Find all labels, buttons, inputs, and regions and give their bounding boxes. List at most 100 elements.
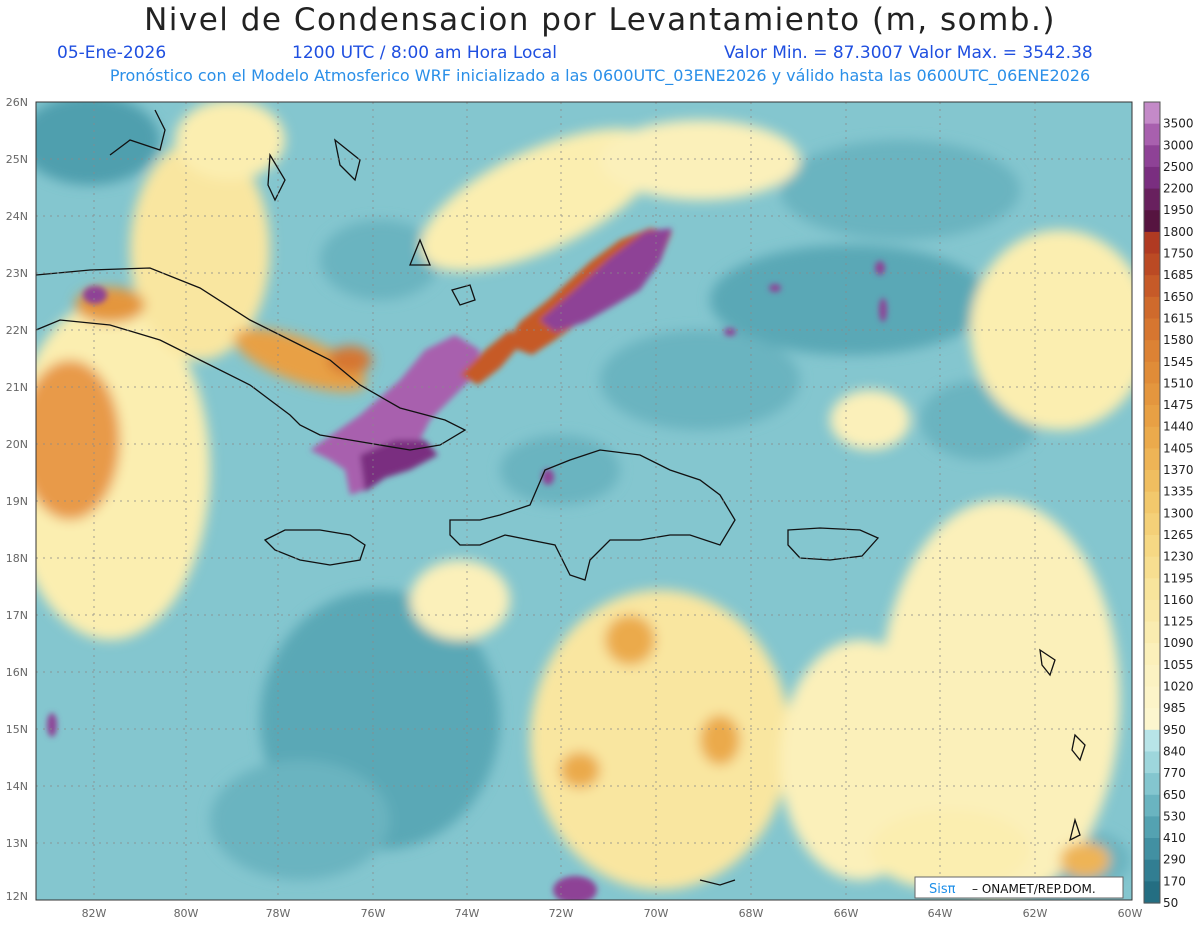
colorbar-label: 2500 [1163,160,1194,174]
map-title: Nivel de Condensacion por Levantamiento … [144,2,1056,38]
colorbar-label: 1230 [1163,550,1194,564]
colorbar-swatch [1144,340,1160,363]
colorbar-swatch [1144,534,1160,558]
lat-label: 23N [6,267,28,280]
colorbar-label: 1750 [1163,247,1194,261]
colorbar-label: 1090 [1163,636,1194,650]
lat-label: 13N [6,837,28,850]
lon-label: 72W [549,907,574,920]
colorbar-label: 1580 [1163,333,1194,347]
colorbar-swatch [1144,470,1160,493]
colorbar-label: 770 [1163,766,1186,780]
colorbar-swatch [1144,145,1160,168]
colorbar-label: 1300 [1163,506,1194,520]
lat-label: 22N [6,324,28,337]
lat-label: 25N [6,153,28,166]
colorbar-swatch [1144,231,1160,255]
forecast-date: 05-Ene-2026 [57,43,167,63]
colorbar-swatch [1144,816,1160,839]
model-info: Pronóstico con el Modelo Atmosferico WRF… [109,66,1091,85]
colorbar-swatch [1144,708,1160,731]
colorbar-swatch [1144,405,1160,428]
colorbar-swatch [1144,361,1160,385]
colorbar-swatch [1144,643,1160,666]
colorbar-swatch [1144,275,1160,298]
lon-label: 82W [82,907,107,920]
colorbar-swatch [1144,210,1160,233]
colorbar-swatch [1144,296,1160,320]
colorbar-label: 1405 [1163,441,1194,455]
colorbar-label: 1685 [1163,268,1194,282]
lat-label: 20N [6,438,28,451]
colorbar-label: 1370 [1163,463,1194,477]
colorbar-swatch [1144,773,1160,796]
colorbar-label: 1265 [1163,528,1194,542]
lat-label: 14N [6,780,28,793]
colorbar-label: 1055 [1163,658,1194,672]
colorbar-swatch [1144,621,1160,644]
colorbar-label: 650 [1163,788,1186,802]
lat-label: 26N [6,96,28,109]
colorbar-swatch [1144,318,1160,341]
lon-label: 60W [1118,907,1143,920]
colorbar-label: 2200 [1163,182,1194,196]
latitude-axis: 26N 25N 24N 23N 22N 21N 20N 19N 18N 17N … [6,96,28,903]
lon-label: 70W [644,907,669,920]
colorbar-label: 1440 [1163,420,1194,434]
colorbar-swatch [1144,383,1160,406]
lcl-field [36,102,1132,900]
lon-label: 74W [455,907,480,920]
lat-label: 17N [6,609,28,622]
colorbar-swatch [1144,838,1160,861]
forecast-time: 1200 UTC / 8:00 am Hora Local [292,43,557,63]
colorbar-label: 3000 [1163,138,1194,152]
colorbar-swatch [1144,166,1160,190]
colorbar-label: 170 [1163,874,1186,888]
lat-label: 24N [6,210,28,223]
lat-label: 21N [6,381,28,394]
colorbar-swatch [1144,513,1160,536]
colorbar-label: 1510 [1163,376,1194,390]
colorbar-label: 1800 [1163,225,1194,239]
colorbar-label: 950 [1163,723,1186,737]
colorbar-swatch [1144,102,1160,125]
colorbar-label: 1615 [1163,311,1194,325]
colorbar-swatch [1144,859,1160,882]
colorbar-label: 1650 [1163,290,1194,304]
colorbar-label: 985 [1163,701,1186,715]
colorbar-border [1143,101,1161,904]
lon-label: 62W [1023,907,1048,920]
lat-label: 16N [6,666,28,679]
lat-label: 12N [6,890,28,903]
colorbar-swatch [1144,188,1160,211]
colorbar-label: 3500 [1163,117,1194,131]
lat-label: 19N [6,495,28,508]
colorbar-label: 530 [1163,809,1186,823]
colorbar-swatch [1144,253,1160,276]
colorbar-swatch [1144,664,1160,688]
lon-label: 68W [739,907,764,920]
colorbar: 3500 3000 2500 2200 1950 1800 1750 1685 1650 1615… [1143,101,1194,910]
colorbar-label: 1020 [1163,680,1194,694]
colorbar-label: 290 [1163,853,1186,867]
colorbar-swatch [1144,599,1160,623]
colorbar-label: 1195 [1163,571,1194,585]
colorbar-label: 1125 [1163,615,1194,629]
lon-label: 66W [834,907,859,920]
lat-label: 18N [6,552,28,565]
colorbar-swatch [1144,123,1160,146]
colorbar-label: 1950 [1163,203,1194,217]
colorbar-swatch [1144,729,1160,753]
lon-label: 78W [266,907,291,920]
min-max-values: Valor Min. = 87.3007 Valor Max. = 3542.3… [724,43,1093,63]
lon-label: 80W [174,907,199,920]
colorbar-swatch [1144,578,1160,601]
lon-label: 64W [928,907,953,920]
colorbar-swatch [1144,448,1160,471]
colorbar-label: 1160 [1163,593,1194,607]
colorbar-label: 1475 [1163,398,1194,412]
colorbar-label: 50 [1163,896,1178,910]
colorbar-swatch [1144,751,1160,774]
colorbar-swatch [1144,426,1160,449]
